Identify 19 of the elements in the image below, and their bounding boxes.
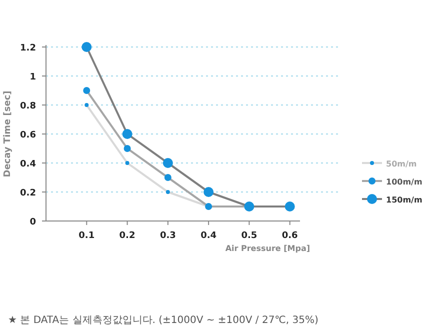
x-tick-label: 0.1 [78,231,95,241]
x-tick-label: 0.2 [119,231,136,241]
x-axis-title: Air Pressure [Mpa] [225,244,310,253]
x-tick-label: 0.4 [200,231,217,241]
y-tick-label: 1.2 [20,44,36,54]
legend-label: 100m/m [386,178,422,186]
x-tick-label: 0.3 [160,231,176,241]
y-tick-label: 0.6 [20,130,36,140]
legend-label: 150m/m [386,196,422,204]
legend-label: 50m/m [386,160,417,168]
y-tick-label: 0 [30,218,36,228]
y-tick-label: 1 [30,72,36,82]
y-tick-label: 0.2 [20,188,36,198]
x-tick-label: 0.5 [241,231,258,241]
text: ★ 본 DATA는 실제측정값입니다. (±1000V ~ ±100V / 27℃, 35%) [8,315,318,326]
x-tick-label: 0.6 [282,231,298,241]
y-tick-label: 0.4 [20,160,36,170]
y-tick-label: 0.8 [20,102,36,112]
y-axis-title: Decay Time [sec] [3,90,13,178]
